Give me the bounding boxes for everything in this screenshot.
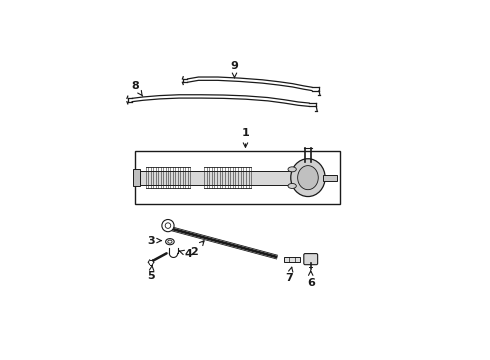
Ellipse shape	[168, 240, 172, 243]
Bar	[135, 151, 340, 204]
Text: 2: 2	[191, 241, 204, 257]
Text: 5: 5	[147, 265, 155, 281]
Bar	[323, 175, 337, 181]
Text: 7: 7	[285, 267, 293, 283]
Ellipse shape	[288, 184, 296, 188]
Ellipse shape	[291, 159, 325, 197]
Bar	[133, 169, 140, 186]
Text: 6: 6	[307, 271, 315, 288]
Ellipse shape	[166, 239, 174, 245]
Text: 3: 3	[147, 235, 161, 246]
Circle shape	[162, 220, 174, 232]
Bar	[284, 257, 300, 262]
Text: 9: 9	[231, 62, 239, 77]
FancyBboxPatch shape	[304, 253, 318, 265]
Circle shape	[165, 223, 171, 228]
Text: 8: 8	[132, 81, 143, 96]
Text: 1: 1	[242, 128, 249, 147]
Ellipse shape	[288, 167, 296, 172]
Ellipse shape	[297, 166, 318, 190]
Text: 4: 4	[179, 249, 193, 259]
Bar	[140, 171, 307, 185]
